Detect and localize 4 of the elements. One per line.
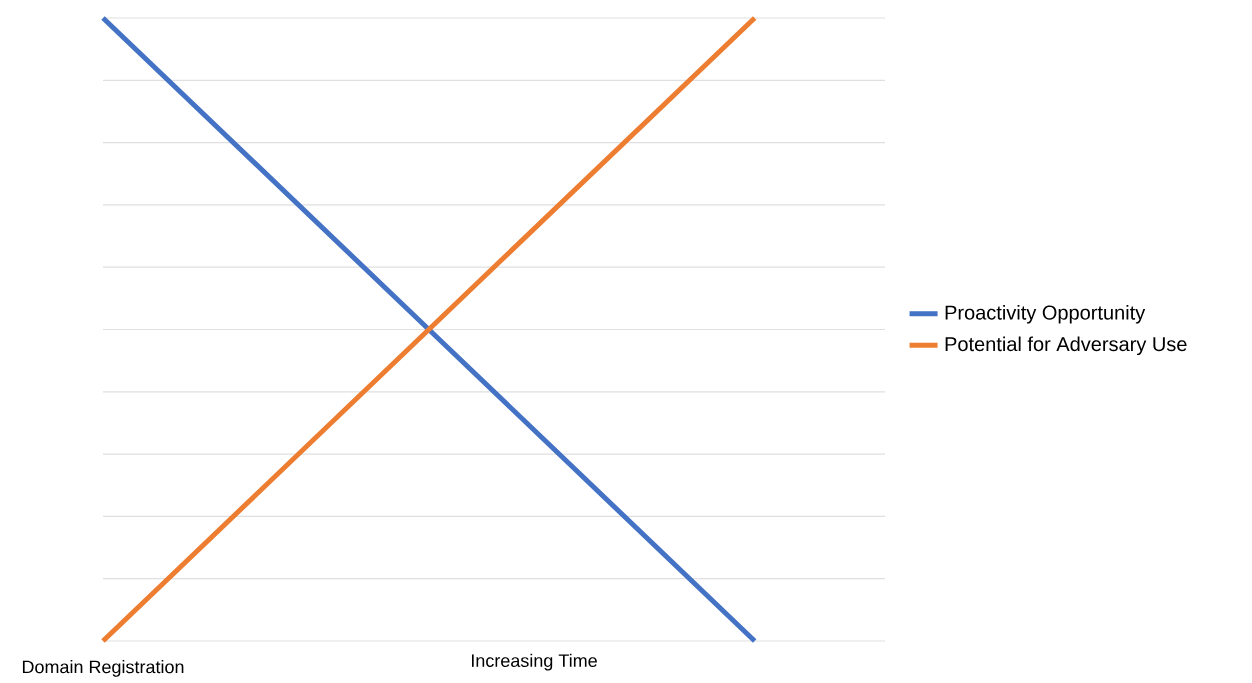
legend-label: Proactivity Opportunity: [945, 304, 1146, 324]
x-axis-title: Increasing Time: [471, 653, 597, 671]
legend-label: Potential for Adversary Use: [945, 336, 1187, 356]
text: Domain Registration: [22, 660, 184, 677]
